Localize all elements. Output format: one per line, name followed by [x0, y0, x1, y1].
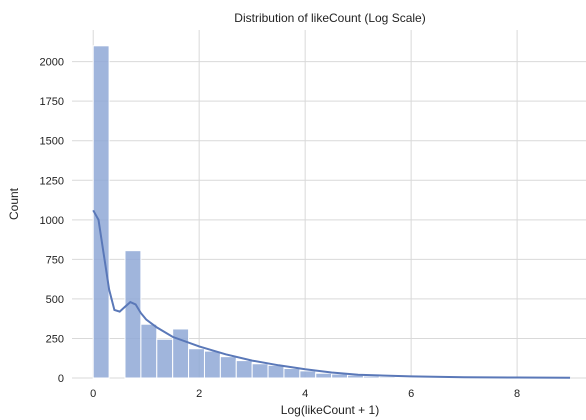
- y-tick-label: 1750: [40, 96, 64, 108]
- histogram-bar: [140, 323, 158, 379]
- x-axis-ticks: 0 2 4 6 8: [90, 388, 520, 400]
- x-tick-label: 8: [514, 388, 520, 400]
- histogram-bar: [188, 348, 205, 379]
- y-axis-label: Count: [7, 187, 21, 220]
- x-tick-label: 0: [90, 388, 96, 400]
- x-tick-label: 6: [408, 388, 414, 400]
- histogram-bar: [124, 250, 142, 379]
- y-tick-label: 750: [46, 254, 64, 266]
- histogram-bar: [235, 360, 253, 379]
- histogram-bar: [378, 376, 396, 379]
- y-tick-label: 500: [46, 294, 64, 306]
- chart-title: Distribution of likeCount (Log Scale): [234, 11, 425, 25]
- x-tick-label: 4: [302, 388, 308, 400]
- histogram-bar: [203, 350, 221, 379]
- y-tick-label: 1000: [40, 215, 64, 227]
- plot-area: [72, 30, 586, 379]
- y-tick-label: 1500: [40, 136, 64, 148]
- histogram-bar: [251, 363, 269, 379]
- histogram-bar: [283, 368, 301, 379]
- x-tick-label: 2: [196, 388, 202, 400]
- y-tick-label: 0: [58, 373, 64, 385]
- histogram-bar: [267, 364, 285, 379]
- y-tick-label: 2000: [40, 57, 64, 69]
- y-tick-label: 1250: [40, 175, 64, 187]
- kde-line: [92, 209, 571, 379]
- histogram-bar: [156, 338, 174, 379]
- x-axis-label: Log(likeCount + 1): [281, 403, 379, 417]
- histogram-bar: [92, 45, 110, 379]
- histogram-bar: [362, 375, 380, 379]
- y-axis-ticks: 0 250 500 750 1000 1250 1500 1750 2000: [40, 57, 64, 385]
- histogram-bar: [299, 370, 317, 379]
- histogram-bar: [172, 328, 190, 379]
- plot-background: [72, 30, 586, 378]
- histogram-bars: [92, 45, 571, 379]
- y-tick-label: 250: [46, 333, 64, 345]
- histogram-bar: [315, 372, 333, 379]
- histogram-bar: [219, 356, 237, 379]
